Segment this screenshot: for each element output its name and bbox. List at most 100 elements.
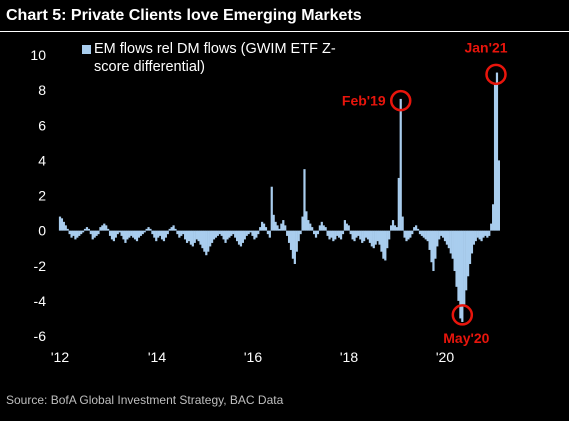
- bar: [284, 225, 287, 231]
- legend-label: EM flows rel DM flows (GWIM ETF Z-score …: [94, 41, 336, 75]
- bar: [453, 230, 456, 272]
- bar: [135, 230, 139, 242]
- bar: [241, 230, 244, 243]
- y-tick-label: 2: [38, 188, 46, 204]
- bar: [490, 223, 493, 231]
- bar: [93, 230, 96, 238]
- bar: [480, 230, 483, 242]
- bar: [478, 230, 481, 240]
- bar: [189, 230, 192, 245]
- bar: [145, 228, 148, 231]
- bar: [70, 230, 73, 238]
- bar: [97, 230, 100, 235]
- y-tick-label: 10: [30, 47, 46, 63]
- bar: [118, 230, 121, 233]
- bar: [361, 230, 364, 243]
- bar: [397, 177, 400, 231]
- bar: [363, 230, 366, 242]
- bar: [357, 230, 360, 236]
- bar: [147, 227, 150, 231]
- bar: [103, 223, 106, 231]
- bar: [72, 230, 75, 236]
- bar: [391, 220, 395, 231]
- bar: [424, 230, 427, 240]
- bar: [68, 230, 71, 235]
- bar: [390, 225, 393, 231]
- bar: [470, 230, 474, 254]
- bar: [467, 230, 470, 277]
- bar: [422, 230, 425, 238]
- bar: [372, 230, 375, 249]
- bar: [303, 169, 306, 231]
- bar: [299, 230, 302, 235]
- bar: [155, 230, 158, 242]
- bar: [330, 230, 333, 238]
- bar: [220, 230, 223, 236]
- bar: [151, 230, 154, 235]
- bar: [438, 230, 441, 240]
- bar: [495, 72, 499, 231]
- bar: [293, 230, 296, 264]
- bar: [451, 230, 454, 259]
- bar: [191, 230, 194, 247]
- bar: [178, 230, 181, 238]
- bar: [139, 230, 142, 236]
- bar: [120, 230, 123, 236]
- bar: [122, 230, 125, 240]
- bar: [351, 230, 354, 240]
- bar: [207, 230, 210, 252]
- bar: [320, 221, 323, 231]
- bar: [176, 230, 179, 235]
- bar: [210, 230, 214, 243]
- bar: [455, 230, 458, 287]
- bar: [112, 230, 115, 242]
- bar: [411, 230, 414, 235]
- bar: [301, 216, 304, 231]
- bar: [130, 230, 133, 236]
- bar: [255, 230, 258, 238]
- bar: [66, 228, 69, 231]
- y-tick-label: 4: [38, 152, 46, 168]
- annotations: Jan'21 Feb'19 May'20: [342, 39, 508, 346]
- bar: [110, 230, 114, 240]
- bar: [157, 230, 160, 238]
- bar: [124, 230, 127, 243]
- bar: [160, 230, 164, 240]
- y-tick-label: 8: [38, 82, 46, 98]
- bar: [108, 230, 112, 236]
- bar: [159, 230, 162, 236]
- bar: [378, 230, 381, 245]
- bar: [334, 230, 337, 240]
- bar: [359, 230, 362, 240]
- x-tick-label: '12: [51, 349, 69, 365]
- bar: [251, 230, 254, 236]
- bar: [486, 230, 489, 238]
- bar: [83, 228, 87, 231]
- bar: [162, 230, 166, 242]
- bar: [445, 230, 449, 245]
- y-tick-label: 6: [38, 117, 46, 133]
- bar: [366, 230, 370, 240]
- bar: [347, 225, 350, 231]
- bar: [345, 223, 348, 231]
- bar: [137, 230, 141, 238]
- bar: [409, 230, 412, 238]
- bar: [266, 230, 269, 235]
- annotation-label: Feb'19: [342, 93, 386, 109]
- bar: [262, 223, 266, 231]
- bar: [116, 230, 119, 235]
- bar: [336, 230, 339, 236]
- bar: [222, 230, 225, 240]
- bar: [376, 230, 379, 242]
- bar: [170, 227, 173, 231]
- bar: [187, 230, 191, 242]
- bar: [234, 230, 237, 238]
- bar: [114, 230, 117, 238]
- y-tick-label: -2: [34, 258, 47, 274]
- bar: [232, 230, 235, 235]
- y-tick-label: -4: [34, 293, 47, 309]
- bar: [168, 228, 171, 231]
- bar: [289, 230, 293, 250]
- bar: [416, 228, 420, 231]
